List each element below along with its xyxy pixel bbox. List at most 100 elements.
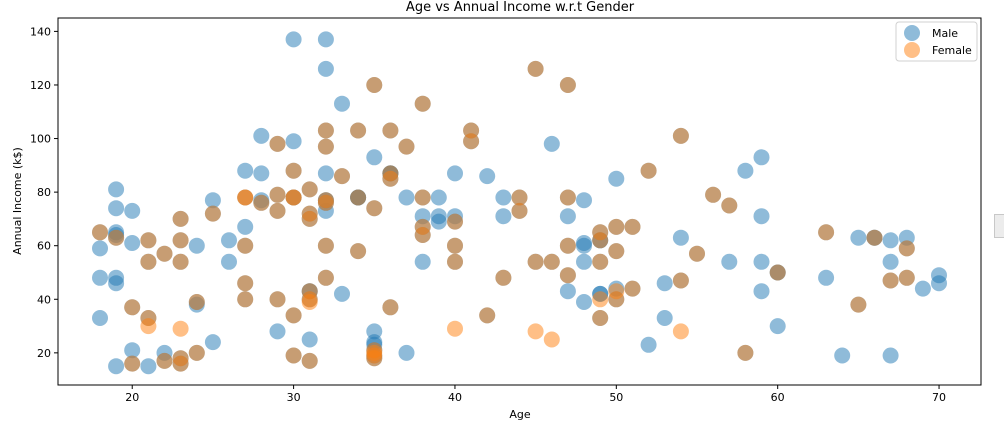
female-point <box>237 275 254 292</box>
male-point <box>124 202 141 219</box>
male-point <box>769 318 786 335</box>
female-point <box>301 283 318 300</box>
female-point <box>559 189 576 206</box>
female-point <box>124 355 141 372</box>
male-point <box>124 342 141 359</box>
male-point <box>834 347 851 364</box>
y-tick-label: 60 <box>37 240 51 253</box>
male-point <box>931 267 947 284</box>
male-point <box>608 170 625 187</box>
female-point <box>156 352 173 369</box>
female-point <box>156 245 173 262</box>
female-point <box>285 347 302 364</box>
female-point <box>350 122 367 139</box>
male-point <box>317 60 334 77</box>
male-point <box>447 165 463 182</box>
female-point <box>269 186 286 203</box>
female-point <box>640 162 657 179</box>
male-point <box>818 269 835 286</box>
y-tick-label: 100 <box>30 133 51 146</box>
male-point <box>576 294 592 310</box>
female-point <box>543 253 560 270</box>
male-point <box>221 232 237 249</box>
male-point <box>366 149 383 166</box>
female-point <box>559 237 576 254</box>
female-point <box>414 189 431 206</box>
female-point <box>866 229 883 246</box>
female-point <box>447 237 463 254</box>
male-point <box>576 192 592 209</box>
female-point <box>414 218 431 235</box>
female-point <box>705 186 722 203</box>
male-point <box>753 208 770 225</box>
male-point <box>92 240 108 257</box>
female-point <box>624 218 641 235</box>
female-point <box>624 280 641 297</box>
male-point <box>301 331 318 348</box>
female-point <box>301 352 318 369</box>
female-point <box>172 350 189 367</box>
female-point <box>301 181 318 198</box>
female-point <box>447 320 463 337</box>
female-point <box>882 272 899 289</box>
female-point <box>559 77 576 93</box>
y-tick-label: 80 <box>37 186 51 199</box>
female-point <box>689 245 705 262</box>
male-point <box>140 358 157 375</box>
male-point <box>882 253 899 270</box>
male-point <box>269 323 286 340</box>
female-point <box>414 95 431 112</box>
male-point <box>479 168 496 185</box>
male-point <box>398 344 415 361</box>
male-point <box>317 165 334 182</box>
chart-title: Age vs Annual Income w.r.t Gender <box>406 0 635 15</box>
female-point <box>366 342 383 359</box>
female-point <box>317 192 334 209</box>
female-point <box>527 60 544 77</box>
legend: Male Female <box>895 21 978 62</box>
male-point <box>366 323 383 340</box>
x-tick-label: 60 <box>771 391 785 404</box>
side-scroll-handle[interactable] <box>994 214 1004 238</box>
male-point <box>576 253 592 270</box>
female-point <box>721 197 738 214</box>
female-point <box>382 122 399 139</box>
x-tick-label: 30 <box>287 391 301 404</box>
male-point <box>188 237 205 254</box>
x-tick-label: 40 <box>448 391 462 404</box>
female-series <box>92 60 915 372</box>
male-point <box>204 334 221 351</box>
male-point <box>882 347 899 364</box>
female-point <box>527 253 544 270</box>
male-point <box>253 127 270 144</box>
male-point <box>753 149 770 166</box>
female-point <box>317 138 334 155</box>
male-point <box>430 208 447 225</box>
male-point <box>753 253 770 270</box>
male-point <box>204 192 221 209</box>
female-point <box>511 189 528 206</box>
female-point <box>253 194 270 211</box>
y-tick-label: 120 <box>30 79 51 92</box>
male-point <box>334 95 350 112</box>
x-tick-label: 70 <box>932 391 946 404</box>
female-point <box>608 283 625 300</box>
female-point <box>447 213 463 230</box>
female-point <box>447 253 463 270</box>
x-axis-label: Age <box>509 408 531 421</box>
male-point <box>656 275 673 292</box>
female-point <box>188 294 205 310</box>
female-point <box>527 323 544 340</box>
x-tick-label: 20 <box>125 391 139 404</box>
male-point <box>721 253 738 270</box>
male-point <box>559 283 576 300</box>
female-point <box>285 162 302 179</box>
female-point <box>124 299 141 316</box>
female-point <box>382 165 399 182</box>
female-point <box>592 224 609 241</box>
y-tick-label: 40 <box>37 293 51 306</box>
plot-area-frame <box>57 17 982 386</box>
female-point <box>172 232 189 249</box>
y-axis: 20 40 60 80 100 120 140 <box>30 25 58 360</box>
female-point <box>850 296 867 313</box>
